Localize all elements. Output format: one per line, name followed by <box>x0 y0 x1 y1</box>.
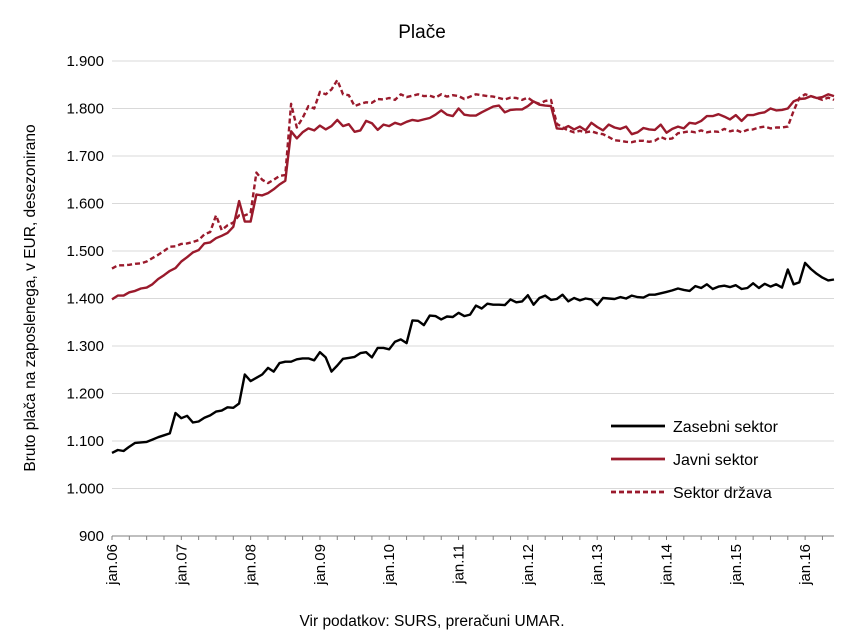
legend-label: Javni sektor <box>673 452 759 469</box>
x-tick-label: jan.08 <box>243 544 260 586</box>
y-tick-label: 1.300 <box>66 338 104 355</box>
legend-label: Zasebni sektor <box>673 419 779 436</box>
gridlines <box>112 60 834 489</box>
legend: Zasebni sektor Javni sektor Sektor država <box>611 419 779 502</box>
x-tick-label: jan.12 <box>520 544 537 586</box>
source-note: Vir podatkov: SURS, preračuni UMAR. <box>299 613 564 630</box>
y-axis-title: Bruto plača na zaposlenega, v EUR, desez… <box>22 124 39 471</box>
legend-label: Sektor država <box>673 485 772 502</box>
x-tick-label: jan.13 <box>589 544 606 586</box>
y-tick-label: 900 <box>79 528 104 545</box>
series-line-1 <box>111 261 835 454</box>
y-tick-label: 1.100 <box>66 433 104 450</box>
y-tick-label: 1.900 <box>66 53 104 70</box>
y-tick-label: 1.400 <box>66 291 104 308</box>
series-line-2 <box>111 93 835 301</box>
x-tick-label: jan.16 <box>797 544 814 586</box>
x-tick-label: jan.06 <box>104 544 121 586</box>
series-line-3 <box>111 78 835 270</box>
y-tick-label: 1.500 <box>66 243 104 260</box>
chart-title: Plače <box>398 22 446 43</box>
x-tick-label: jan.10 <box>381 544 398 586</box>
x-tick-label: jan.14 <box>658 544 675 586</box>
y-axis-ticks: 900 1.000 1.100 1.200 1.300 1.400 1.500 1.600 1.… <box>66 53 104 545</box>
y-tick-label: 1.600 <box>66 196 104 213</box>
x-axis: jan.06 jan.07 jan.08 jan.09 jan.10 jan.11 jan.… <box>104 535 834 586</box>
y-tick-label: 1.800 <box>66 101 104 118</box>
x-tick-label: jan.11 <box>451 544 468 585</box>
x-tick-label: jan.07 <box>173 544 190 586</box>
y-tick-label: 1.200 <box>66 386 104 403</box>
y-tick-label: 1.000 <box>66 481 104 498</box>
x-tick-label: jan.15 <box>728 544 745 586</box>
x-tick-label: jan.09 <box>312 544 329 586</box>
y-tick-label: 1.700 <box>66 148 104 165</box>
series-lines <box>111 78 835 454</box>
